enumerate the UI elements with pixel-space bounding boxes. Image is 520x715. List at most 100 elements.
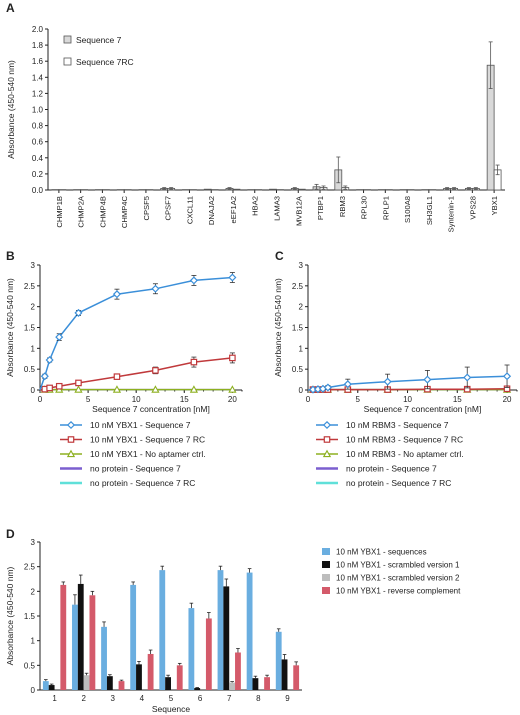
panel-b-legend-marker (66, 449, 76, 458)
panel-d-bar (235, 652, 241, 690)
panel-a-y-tick-label: 0.2 (32, 170, 44, 179)
panel-c-legend-label: no protein - Sequence 7 (346, 464, 437, 474)
panel-d-legend-swatch (322, 587, 330, 594)
panel-b-legend-marker (67, 436, 75, 443)
panel-a-bar (356, 189, 364, 191)
panel-c-y-tick-label: 1 (299, 344, 304, 353)
panel-c-data-point (323, 383, 332, 392)
panel-d-bar (77, 583, 84, 690)
panel-c-x-tick-label: 5 (356, 395, 361, 404)
panel-b-data-point (151, 385, 160, 393)
panel-a-category-label: RPL30 (360, 196, 369, 219)
panel-b-x-tick-label: 5 (86, 395, 91, 404)
panel-a-bar (399, 189, 408, 191)
panel-d-bar (165, 677, 171, 690)
panel-c-x-tick-label: 10 (403, 395, 412, 404)
panel-c-data-point (502, 372, 512, 381)
panel-c-x-tick-label: 20 (503, 395, 512, 404)
panel-b-data-point (112, 385, 122, 393)
panel-c-legend-label: no protein - Sequence 7 RC (346, 478, 451, 488)
panel-d-legend-label: 10 nM YBX1 - scrambled version 2 (336, 574, 460, 583)
panel-b-x-axis-label: Sequence 7 concentration [nM] (92, 404, 210, 414)
panel-c-x-tick-label: 0 (306, 395, 311, 404)
panel-d-category-label: 2 (81, 694, 86, 703)
panel-d-bar (188, 608, 195, 690)
panel-d-y-tick-label: 2 (31, 587, 36, 596)
panel-b-legend-label: no protein - Sequence 7 RC (90, 478, 195, 488)
panel-b-y-tick-label: 3 (31, 261, 36, 270)
panel-a-bar (123, 189, 132, 191)
panel-a-category-label: CHMP4B (98, 196, 107, 228)
panel-a-legend-label: Sequence 7 (76, 35, 122, 45)
panel-d-legend-swatch (322, 561, 330, 568)
panel-d-bar (159, 570, 166, 690)
panel-a-bar (254, 189, 263, 191)
panel-b-data-point (55, 333, 64, 342)
panel-a-bar (428, 189, 437, 191)
panel-c-legend-marker (322, 449, 332, 458)
panel-b-y-tick-label: 1.5 (24, 324, 36, 333)
panel-a-bar (203, 188, 212, 191)
panel-c-data-point (343, 380, 352, 389)
panel-b-x-tick-label: 15 (180, 395, 189, 404)
panel-a-category-label: SH3GL1 (425, 196, 434, 225)
panel-b-data-point (229, 354, 236, 362)
panel-a-bar (210, 189, 219, 191)
panel-d-bar (106, 676, 113, 690)
panel-a-bar (232, 188, 241, 191)
panel-d-bar (205, 618, 212, 690)
panel-c-legend-marker (322, 420, 332, 430)
panel-d-bar (194, 688, 201, 690)
panel-c-y-tick-label: 0.5 (292, 365, 304, 374)
panel-c-y-tick-label: 0 (299, 386, 304, 395)
panel-d-y-tick-label: 1 (31, 637, 36, 646)
panel-a-category-label: RPLP1 (381, 196, 390, 220)
panel-c-data-point (383, 377, 392, 386)
panel-a-bar (384, 189, 393, 191)
panel-d-bar (217, 570, 224, 690)
panel-d-category-label: 8 (256, 694, 261, 703)
panel-a-bar (189, 189, 197, 191)
panel-a-y-tick-label: 1.0 (32, 106, 44, 115)
panel-a-legend-label: Sequence 7RC (76, 57, 134, 67)
panel-b-legend-marker (66, 420, 76, 430)
panel-d-y-tick-label: 3 (31, 538, 36, 547)
panel-a-bar (116, 189, 125, 191)
panel-d-bar (118, 681, 125, 690)
panel-label-a: A (6, 1, 15, 15)
panel-a-y-tick-label: 1.6 (32, 57, 44, 66)
panel-d-x-axis-label: Sequence (152, 704, 191, 714)
panel-b-y-axis-label: Absorbance (450-540 nm) (5, 278, 15, 377)
panel-d-bar (281, 659, 288, 690)
panel-d-y-tick-label: 2.5 (24, 563, 36, 572)
panel-d-legend-label: 10 nM YBX1 - scrambled version 1 (336, 561, 460, 570)
panel-a-bar (102, 189, 110, 191)
panel-d-bar (42, 681, 49, 690)
panel-d-bar (293, 665, 300, 690)
panel-d-category-label: 5 (169, 694, 174, 703)
panel-c-data-point (423, 375, 432, 384)
panel-d-bar (252, 678, 259, 690)
panel-c-y-tick-label: 1.5 (292, 324, 304, 333)
panel-a-bar (80, 189, 89, 191)
panel-b-y-tick-label: 2 (31, 303, 36, 312)
panel-a-category-label: RBM3 (338, 196, 347, 217)
panel-a-category-label: VPS28 (468, 196, 477, 220)
panel-d-y-tick-label: 0 (31, 686, 36, 695)
panel-a-category-label: CHMP2A (77, 195, 86, 228)
panel-b-x-tick-label: 10 (132, 395, 141, 404)
panel-b-y-tick-label: 0.5 (24, 365, 36, 374)
panel-b-data-point (151, 284, 160, 293)
panel-b-data-point (152, 367, 159, 374)
panel-b-legend-label: 10 nM YBX1 - Sequence 7 RC (90, 435, 205, 445)
panel-c-legend-label: 10 nM RBM3 - Sequence 7 RC (346, 435, 463, 445)
panel-a-y-tick-label: 0.8 (32, 122, 44, 131)
panel-b-legend-label: no protein - Sequence 7 (90, 464, 181, 474)
panel-a-category-label: LAMA3 (273, 196, 282, 221)
panel-label-c: C (275, 249, 284, 263)
panel-b-data-point (74, 385, 83, 393)
panel-c-y-tick-label: 2.5 (292, 282, 304, 291)
panel-b-data-point (112, 290, 122, 299)
panel-a-bar (421, 189, 430, 191)
panel-a-category-label: PTBP1 (316, 196, 325, 220)
